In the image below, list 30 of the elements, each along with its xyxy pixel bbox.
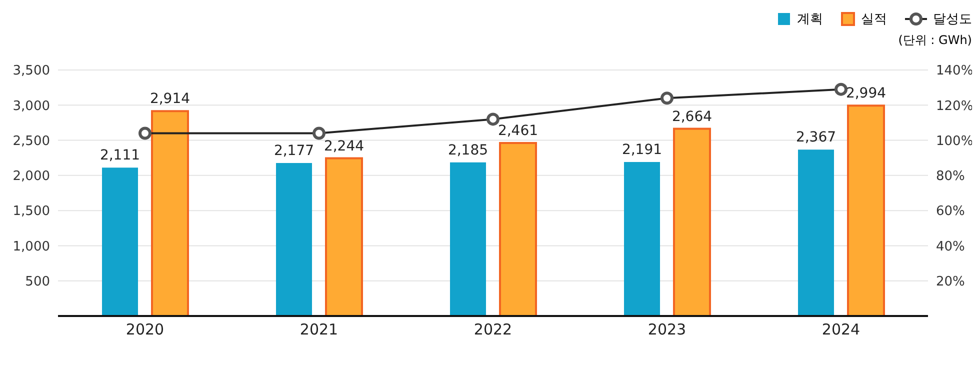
data-label: 2,367 bbox=[796, 130, 836, 146]
y-tick-label: 2,500 bbox=[12, 134, 50, 149]
y2-tick-label: 40% bbox=[936, 239, 965, 254]
y2-tick-label: 60% bbox=[936, 204, 965, 220]
y2-tick-label: 80% bbox=[936, 169, 965, 184]
data-label: 2,191 bbox=[622, 142, 662, 158]
data-label: 2,244 bbox=[324, 138, 364, 154]
data-label: 2,461 bbox=[498, 123, 538, 140]
data-label: 2,994 bbox=[846, 86, 886, 102]
legend-label: 계획 bbox=[797, 11, 823, 28]
y-tick-label: 500 bbox=[25, 274, 50, 290]
x-tick-label: 2023 bbox=[648, 320, 686, 339]
data-label: 2,185 bbox=[448, 142, 488, 158]
data-label: 2,111 bbox=[100, 148, 140, 164]
x-tick-label: 2020 bbox=[126, 320, 164, 339]
data-label: 2,664 bbox=[672, 108, 712, 125]
legend-label: 달성도 bbox=[933, 11, 972, 28]
y-tick-label: 2,000 bbox=[12, 169, 50, 184]
data-label: 2,177 bbox=[274, 142, 314, 159]
y-tick-label: 1,000 bbox=[12, 239, 50, 254]
legend-label: 실적 bbox=[861, 11, 887, 28]
y-tick-label: 1,500 bbox=[12, 204, 50, 220]
y-tick-label: 3,000 bbox=[12, 98, 50, 114]
y2-tick-label: 20% bbox=[936, 274, 965, 290]
y-tick-label: 3,500 bbox=[12, 64, 50, 79]
x-tick-label: 2024 bbox=[822, 320, 860, 339]
x-tick-label: 2022 bbox=[474, 320, 512, 339]
data-label: 2,914 bbox=[150, 91, 190, 108]
x-tick-label: 2021 bbox=[300, 320, 338, 339]
text: (단위 : GWh) bbox=[897, 32, 972, 49]
